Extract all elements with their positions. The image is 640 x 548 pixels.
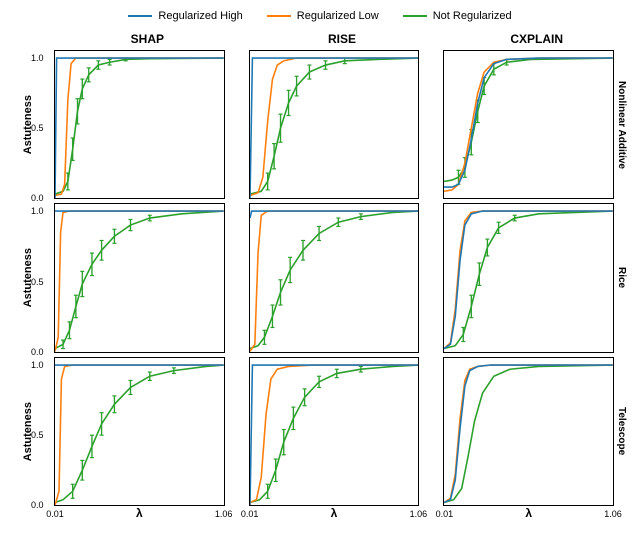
panel-2-2: 0.011.06λ — [443, 357, 614, 506]
row-title-1: Rice — [616, 267, 627, 288]
y-tick: 0.0 — [31, 347, 44, 357]
panel-2-1: 0.011.06λ — [249, 357, 420, 506]
row-title-2: Telescope — [616, 407, 627, 455]
legend: Regularized High Regularized Low Not Regul… — [10, 10, 630, 22]
y-tick: 1.0 — [31, 53, 44, 63]
panel-grid: SHAP RISE CXPLAIN Astuteness 0.00.51.0 N… — [10, 28, 630, 528]
y-tick: 1.0 — [31, 206, 44, 216]
row-title-0: Nonlinear Additive — [616, 81, 627, 169]
panel-0-0: 0.00.51.0 — [54, 50, 225, 199]
col-title-2: CXPLAIN — [443, 32, 630, 46]
y-tick: 0.0 — [31, 500, 44, 510]
x-tick: 0.01 — [241, 509, 259, 519]
legend-label: Regularized Low — [297, 10, 379, 22]
col-title-0: SHAP — [54, 32, 241, 46]
legend-item: Regularized High — [128, 10, 242, 22]
legend-swatch — [267, 15, 291, 17]
y-tick: 0.5 — [31, 277, 44, 287]
panel-0-2 — [443, 50, 614, 199]
panel-1-2 — [443, 203, 614, 352]
x-tick: 0.01 — [46, 509, 64, 519]
y-tick: 0.0 — [31, 193, 44, 203]
panel-1-1 — [249, 203, 420, 352]
x-label: λ — [525, 506, 532, 520]
figure-root: Regularized High Regularized Low Not Regul… — [10, 10, 630, 538]
legend-swatch — [128, 15, 152, 17]
x-tick: 1.06 — [215, 509, 233, 519]
legend-label: Not Regularized — [433, 10, 512, 22]
x-tick: 0.01 — [436, 509, 454, 519]
legend-item: Regularized Low — [267, 10, 379, 22]
x-tick: 1.06 — [410, 509, 428, 519]
y-tick: 0.5 — [31, 123, 44, 133]
legend-swatch — [403, 15, 427, 17]
panel-0-1 — [249, 50, 420, 199]
legend-item: Not Regularized — [403, 10, 512, 22]
panel-1-0: 0.00.51.0 — [54, 203, 225, 352]
x-tick: 1.06 — [604, 509, 622, 519]
panel-2-0: 0.00.51.00.011.06λ — [54, 357, 225, 506]
legend-label: Regularized High — [158, 10, 242, 22]
x-label: λ — [331, 506, 338, 520]
x-label: λ — [136, 506, 143, 520]
y-tick: 1.0 — [31, 360, 44, 370]
y-tick: 0.5 — [31, 430, 44, 440]
col-title-1: RISE — [249, 32, 436, 46]
